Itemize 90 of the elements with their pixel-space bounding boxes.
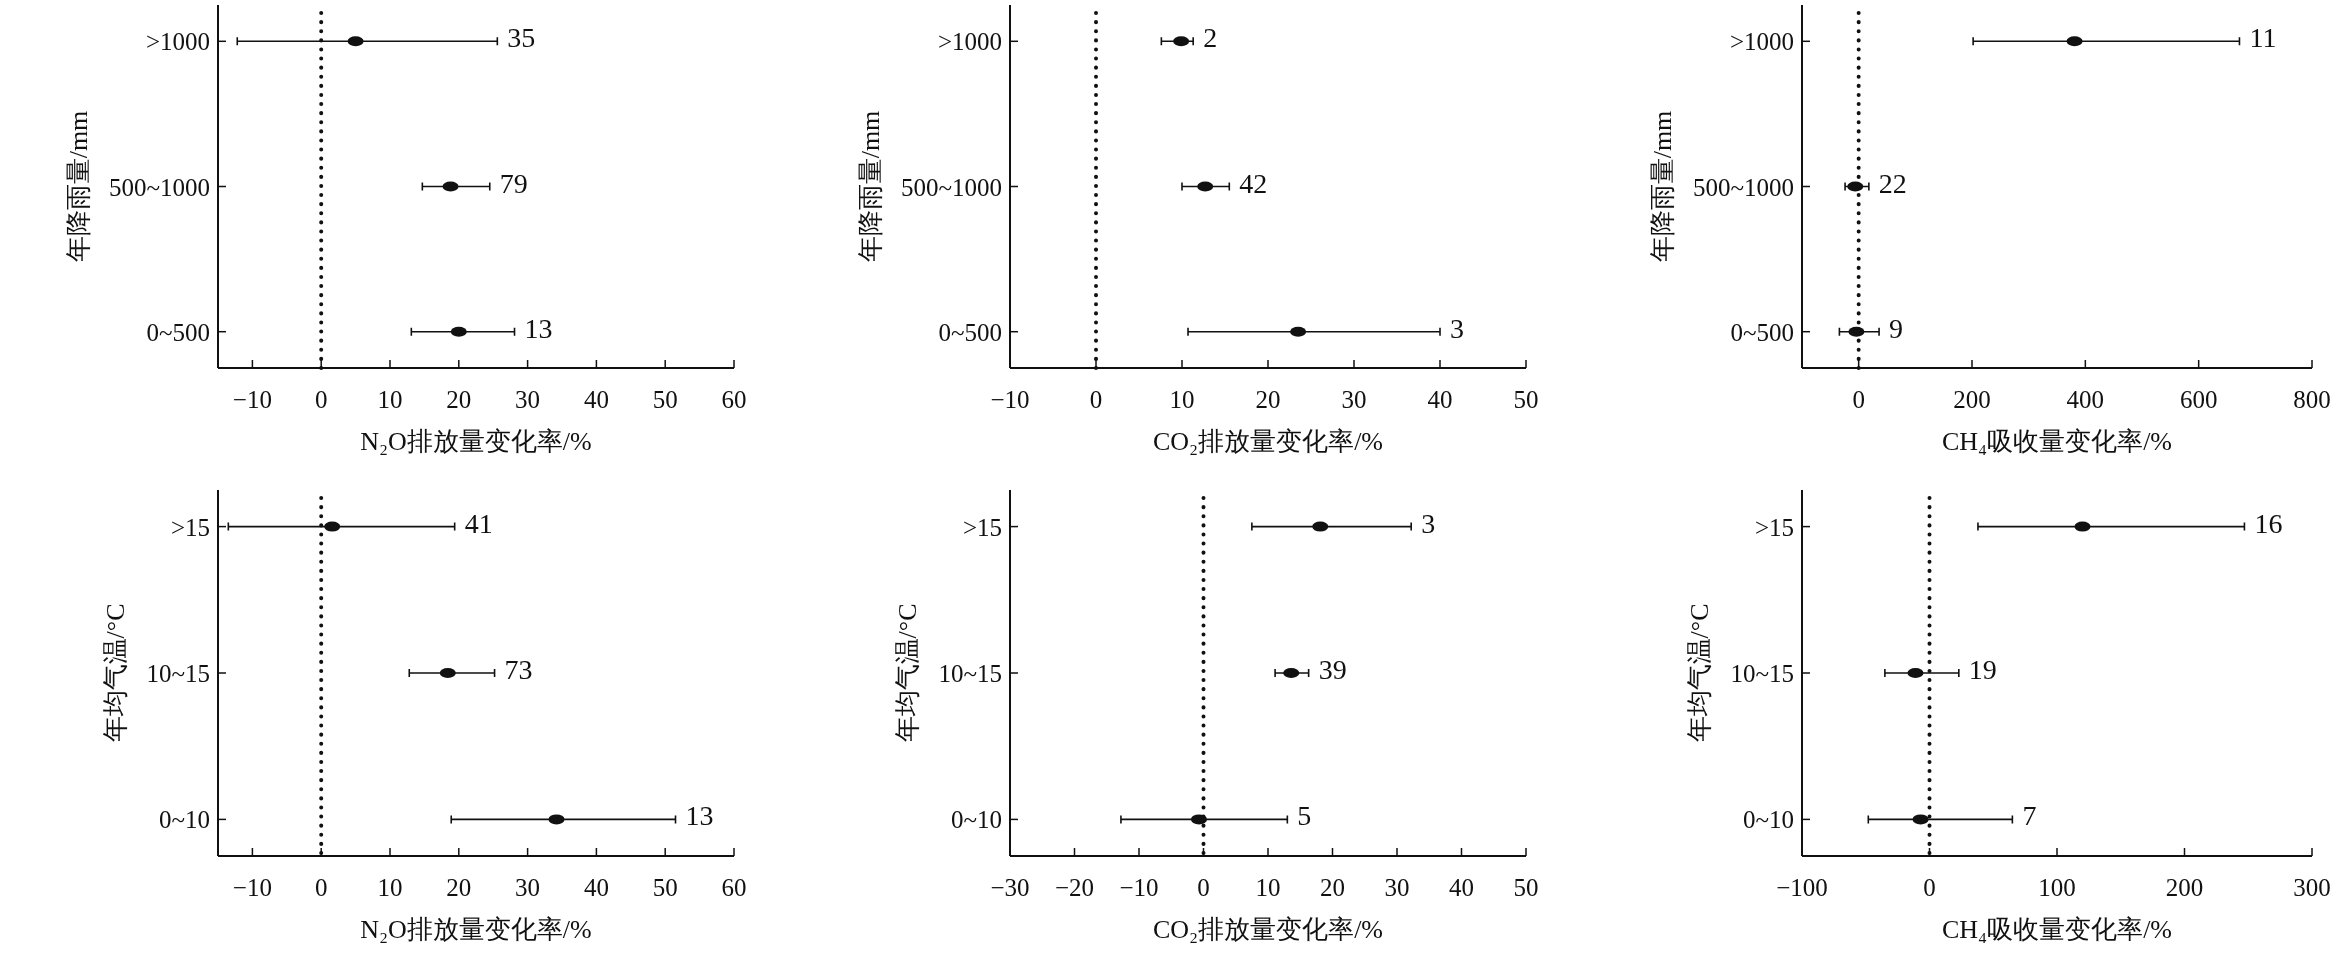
annotation: 41 (464, 507, 493, 539)
x-tick-label: 0 (314, 874, 328, 901)
y-tick-label: 0~500 (1730, 318, 1794, 346)
x-tick-label: 20 (446, 874, 472, 901)
y-axis-title: 年降雨量/mm (855, 110, 885, 263)
annotation: 35 (507, 22, 536, 54)
x-tick-label: 60 (721, 386, 747, 413)
x-tick-label: 0 (1923, 874, 1936, 901)
x-tick-label: 40 (583, 386, 609, 413)
annotation: 2 (1203, 22, 1218, 54)
annotation: 13 (524, 312, 553, 344)
annotation: 79 (499, 167, 528, 199)
x-tick-label: 30 (1341, 386, 1367, 413)
x-tick-label: 50 (652, 874, 678, 901)
y-axis-title: 年降雨量/mm (63, 110, 93, 263)
y-axis-title: 年均气温/°C (893, 603, 923, 743)
x-tick-label: 60 (721, 874, 747, 901)
x-tick-label: 40 (1427, 386, 1453, 413)
x-tick-label: 0 (1852, 386, 1865, 413)
y-tick-label: 0~10 (950, 806, 1002, 834)
y-tick-label: 0~500 (146, 318, 210, 346)
x-axis-title: CH₄吸收量变化率/% (1941, 427, 2173, 456)
y-tick-label: >1000 (1729, 28, 1794, 56)
y-tick-label: 10~15 (146, 660, 210, 687)
y-tick-label: >15 (962, 513, 1002, 541)
x-axis-title: CO₂排放量变化率/% (1152, 427, 1384, 456)
x-tick-label: −100 (1776, 874, 1828, 901)
annotation: 5 (1297, 800, 1312, 832)
annotation: 3 (1450, 312, 1464, 344)
x-tick-label: −10 (232, 386, 272, 413)
y-tick-label: 0~10 (1742, 806, 1794, 834)
y-tick-label: >1000 (145, 28, 210, 56)
x-tick-label: 20 (1255, 386, 1281, 413)
y-tick-label: 500~1000 (900, 173, 1002, 201)
y-tick-label: 10~15 (1730, 660, 1794, 687)
x-tick-label: 20 (446, 386, 472, 413)
annotation: 22 (1878, 167, 1907, 199)
x-tick-label: 30 (515, 874, 541, 901)
y-tick-label: >1000 (937, 28, 1002, 56)
x-tick-label: 0 (1089, 386, 1103, 413)
x-tick-label: 10 (377, 874, 403, 901)
x-tick-label: 600 (2179, 386, 2218, 413)
x-tick-label: 400 (2066, 386, 2105, 413)
annotation: 42 (1239, 167, 1268, 199)
x-tick-label: 30 (1384, 874, 1410, 901)
x-tick-label: −10 (990, 386, 1030, 413)
x-axis-title: CH₄吸收量变化率/% (1941, 915, 2173, 944)
x-tick-label: 800 (2293, 386, 2331, 413)
x-axis-title: CO₂排放量变化率/% (1152, 915, 1384, 944)
x-tick-label: 200 (1953, 386, 1991, 413)
annotation: 19 (1968, 654, 1997, 685)
x-tick-label: 10 (377, 386, 403, 413)
x-tick-label: −20 (1054, 874, 1095, 901)
y-tick-label: 500~1000 (1692, 173, 1794, 201)
x-tick-label: 50 (652, 386, 678, 413)
y-axis-title: 年降雨量/mm (1647, 110, 1677, 263)
x-tick-label: 10 (1255, 874, 1281, 901)
x-tick-label: 50 (1513, 874, 1539, 901)
annotation: 16 (2254, 507, 2283, 539)
y-tick-label: 500~1000 (108, 173, 210, 201)
x-tick-label: 0 (1197, 874, 1210, 901)
annotation: 9 (1889, 312, 1904, 344)
x-axis-title: N₂O排放量变化率/% (360, 915, 592, 944)
y-axis-title: 年均气温/°C (101, 603, 131, 743)
y-tick-label: 10~15 (938, 660, 1002, 687)
x-tick-label: 300 (2293, 874, 2331, 901)
x-tick-label: 0 (314, 386, 328, 413)
x-tick-label: 30 (515, 386, 541, 413)
annotation: 7 (2022, 800, 2037, 832)
x-tick-label: −10 (1119, 874, 1159, 901)
y-tick-label: 0~500 (938, 318, 1002, 346)
x-tick-label: 200 (2165, 874, 2204, 901)
y-tick-label: 0~10 (158, 806, 210, 834)
annotation: 73 (504, 654, 533, 685)
x-tick-label: 40 (583, 874, 609, 901)
annotation: 13 (685, 800, 714, 832)
x-tick-label: −30 (990, 874, 1030, 901)
annotation: 3 (1421, 507, 1436, 539)
y-axis-title: 年均气温/°C (1685, 603, 1715, 743)
annotation: 39 (1318, 654, 1347, 685)
x-tick-label: 100 (2038, 874, 2076, 901)
annotation: 11 (2249, 22, 2277, 54)
x-tick-label: −10 (232, 874, 272, 901)
y-tick-label: >15 (170, 513, 210, 541)
x-tick-label: 20 (1320, 874, 1345, 901)
x-tick-label: 10 (1169, 386, 1195, 413)
x-axis-title: N₂O排放量变化率/% (360, 427, 592, 456)
x-tick-label: 40 (1449, 874, 1474, 901)
y-tick-label: >15 (1754, 513, 1794, 541)
x-tick-label: 50 (1513, 386, 1539, 413)
